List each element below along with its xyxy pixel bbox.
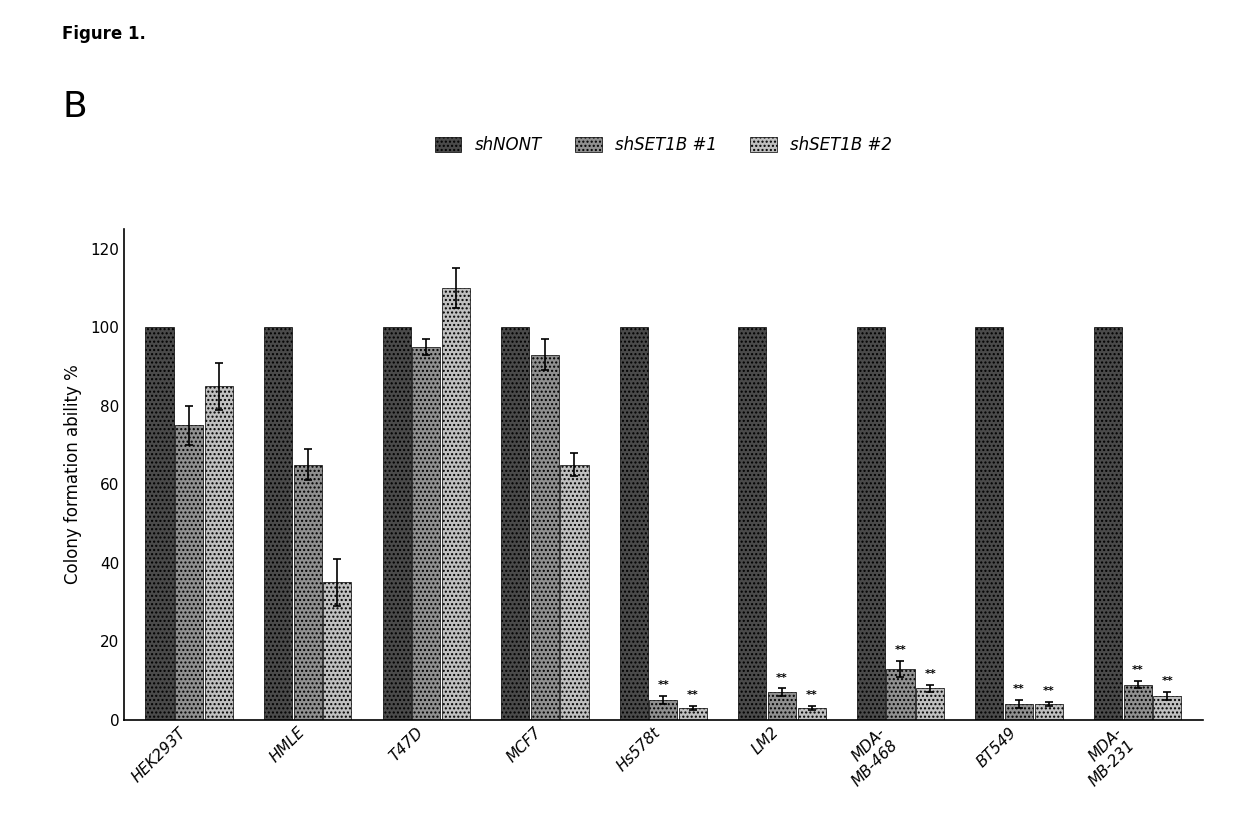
Bar xyxy=(976,327,1003,720)
Bar xyxy=(680,708,707,720)
Y-axis label: Colony formation ability %: Colony formation ability % xyxy=(64,365,82,584)
Bar xyxy=(887,669,915,720)
Bar xyxy=(768,692,796,720)
Text: **: ** xyxy=(1013,685,1025,694)
Bar xyxy=(1123,685,1152,720)
Bar xyxy=(1034,704,1063,720)
Text: **: ** xyxy=(687,690,699,700)
Text: **: ** xyxy=(806,690,817,700)
Text: **: ** xyxy=(924,668,936,679)
Bar xyxy=(916,689,944,720)
Bar xyxy=(205,386,233,720)
Bar xyxy=(501,327,529,720)
Bar xyxy=(1094,327,1122,720)
Text: **: ** xyxy=(1132,665,1143,675)
Bar xyxy=(324,582,351,720)
Bar xyxy=(383,327,410,720)
Bar xyxy=(175,425,203,720)
Bar xyxy=(857,327,885,720)
Bar xyxy=(441,288,470,720)
Text: B: B xyxy=(62,90,87,124)
Bar xyxy=(294,465,322,720)
Bar xyxy=(264,327,293,720)
Text: **: ** xyxy=(776,672,787,682)
Text: **: ** xyxy=(894,645,906,655)
Legend: shNONT, shSET1B #1, shSET1B #2: shNONT, shSET1B #1, shSET1B #2 xyxy=(428,129,899,160)
Text: **: ** xyxy=(1162,676,1173,686)
Bar xyxy=(650,700,677,720)
Text: **: ** xyxy=(657,681,670,690)
Bar xyxy=(797,708,826,720)
Bar xyxy=(560,465,589,720)
Bar xyxy=(1004,704,1033,720)
Text: **: ** xyxy=(1043,686,1054,696)
Bar xyxy=(531,355,559,720)
Bar xyxy=(1153,696,1182,720)
Bar xyxy=(738,327,766,720)
Bar xyxy=(620,327,647,720)
Text: Figure 1.: Figure 1. xyxy=(62,25,146,43)
Bar xyxy=(412,347,440,720)
Bar xyxy=(145,327,174,720)
